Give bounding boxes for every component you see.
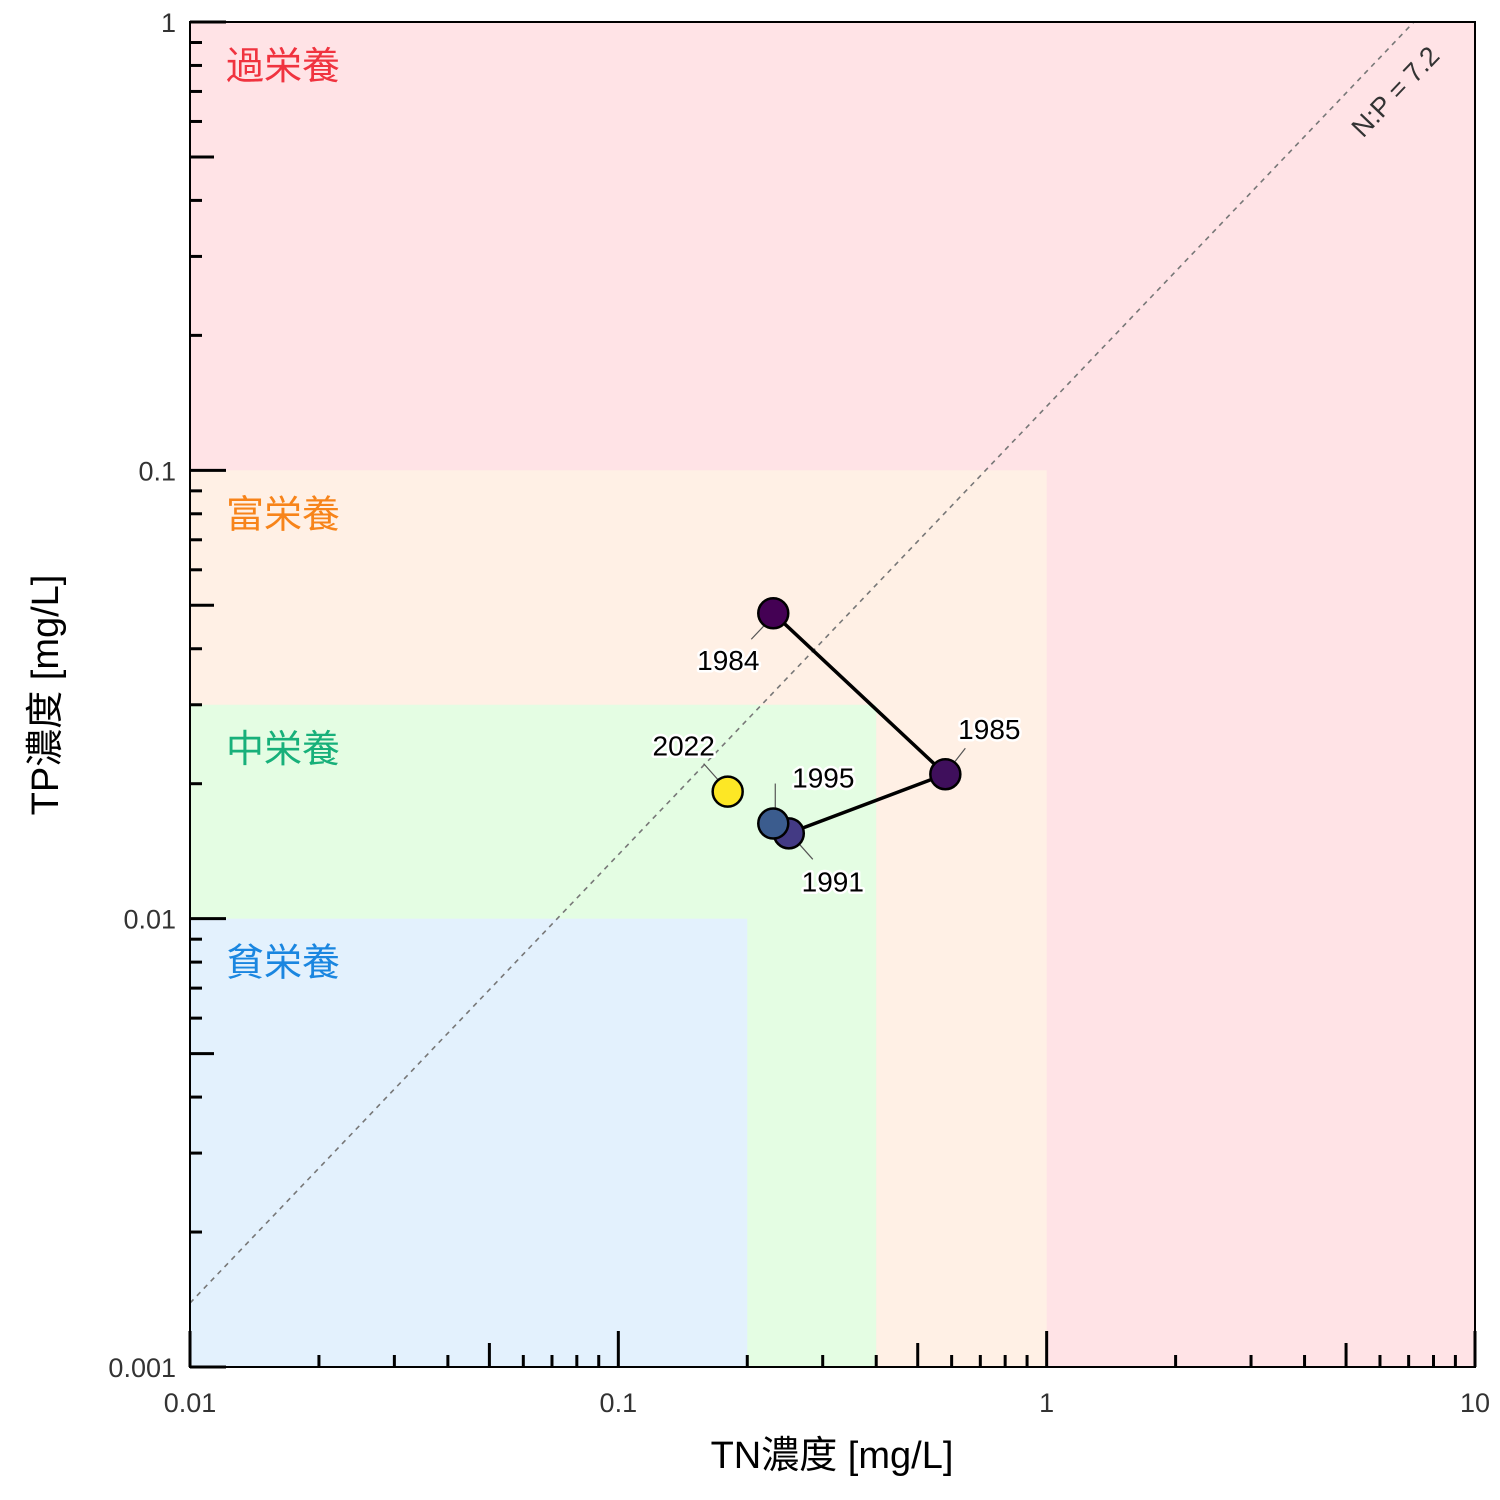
point-label-1985: 1985 xyxy=(958,714,1020,745)
point-label-1995: 1995 xyxy=(792,763,854,794)
zone-label-0: 過栄養 xyxy=(226,44,340,88)
zone-label-1: 富栄養 xyxy=(226,492,340,536)
point-label-1984: 1984 xyxy=(697,645,759,676)
zones-layer xyxy=(190,22,1475,1367)
y-axis-title: TP濃度 [mg/L] xyxy=(25,575,67,816)
point-label-1991: 1991 xyxy=(802,866,864,897)
y-tick-label-0: 0.001 xyxy=(108,1353,176,1383)
point-label-2022: 2022 xyxy=(653,731,715,762)
point-2022 xyxy=(711,775,744,808)
x-tick-label-3: 10 xyxy=(1460,1388,1490,1418)
y-tick-label-1: 0.01 xyxy=(123,905,176,935)
x-tick-label-2: 1 xyxy=(1039,1388,1054,1418)
tick-labels-layer: 0.01 0.1 1 10 0.001 0.01 0.1 1 xyxy=(108,8,1490,1418)
point-1995 xyxy=(757,807,790,840)
zone-3 xyxy=(190,918,748,1367)
point-1985 xyxy=(929,757,962,791)
x-axis-title: TN濃度 [mg/L] xyxy=(711,1435,954,1477)
y-tick-label-3: 1 xyxy=(161,8,176,38)
x-tick-label-0: 0.01 xyxy=(164,1388,217,1418)
points-layer xyxy=(711,596,962,850)
point-labels-layer: 1984 1985 1991 1995 2022 xyxy=(650,643,1023,900)
y-tick-label-2: 0.1 xyxy=(138,456,176,486)
plot-frame xyxy=(189,21,1476,1368)
point-1984 xyxy=(757,596,790,630)
zone-label-2: 中栄養 xyxy=(226,727,340,771)
axis-ticks-layer xyxy=(188,20,1477,1369)
zone-label-3: 貧栄養 xyxy=(226,941,340,985)
leader-2022 xyxy=(703,763,721,783)
x-tick-label-1: 0.1 xyxy=(600,1388,638,1418)
